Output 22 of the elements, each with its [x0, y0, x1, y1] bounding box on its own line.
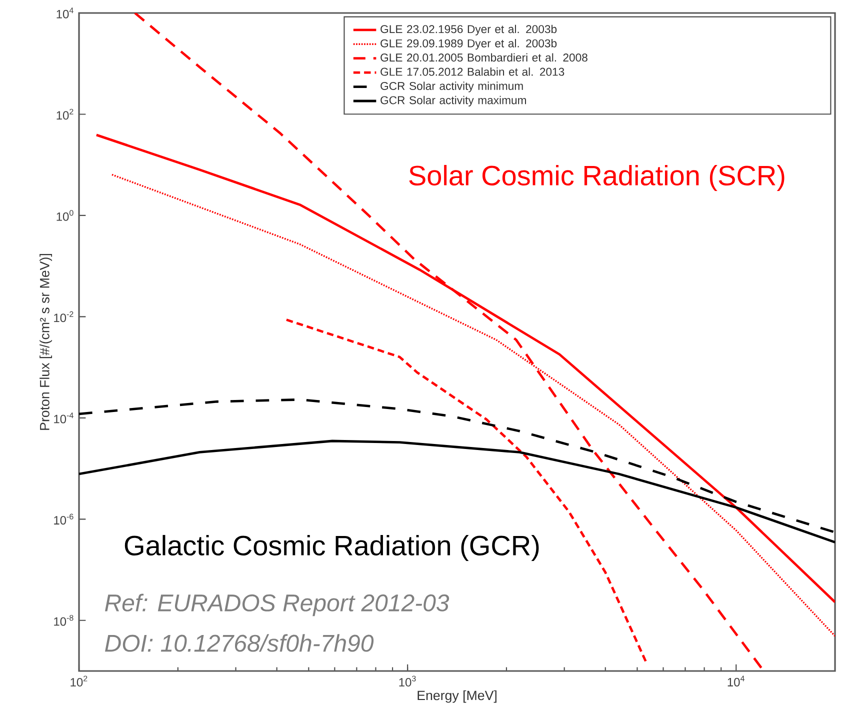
- annotation: DOI: 10.12768/sf0h-7h90: [105, 634, 374, 652]
- legend-label: GLE 29.09.1989 Dyer et al. 2003b: [380, 39, 557, 50]
- annotation: Galactic Cosmic Radiation (GCR): [124, 534, 539, 562]
- legend-label: GLE 20.01.2005 Bombardieri et al. 2008: [380, 53, 588, 62]
- legend-label: GCR Solar activity maximum: [380, 96, 526, 106]
- x-tick-label: 10$^{4}$: [728, 676, 744, 686]
- legend-label: GLE 17.05.2012 Balabin et al. 2013: [380, 67, 564, 76]
- x-tick-label: 10$^{2}$: [70, 676, 88, 687]
- annotation: Ref: EURADOS Report 2012-03: [105, 594, 450, 616]
- x-axis-title: Energy [MeV]: [418, 690, 496, 703]
- y-tick-label: 10$^{-6}$: [54, 514, 74, 525]
- y-tick-label: 10$^{0}$: [56, 210, 74, 221]
- legend-label: GCR Solar activity minimum: [380, 82, 523, 92]
- x-tick-label: 10$^{3}$: [399, 676, 416, 687]
- y-tick-label: 10$^{2}$: [56, 108, 74, 120]
- y-tick-label: 10$^{-8}$: [54, 614, 74, 626]
- annotation: Solar Cosmic Radiation (SCR): [409, 164, 784, 192]
- y-tick-label: 10$^{-2}$: [54, 311, 74, 322]
- y-tick-label: 10$^{-4}$: [54, 412, 74, 424]
- y-tick-label: 10$^{4}$: [56, 8, 74, 18]
- y-axis-title: Proton Flux [#/(cm² s sr MeV)]: [40, 254, 52, 430]
- legend-label: GLE 23.02.1956 Dyer et al. 2003b: [380, 24, 557, 36]
